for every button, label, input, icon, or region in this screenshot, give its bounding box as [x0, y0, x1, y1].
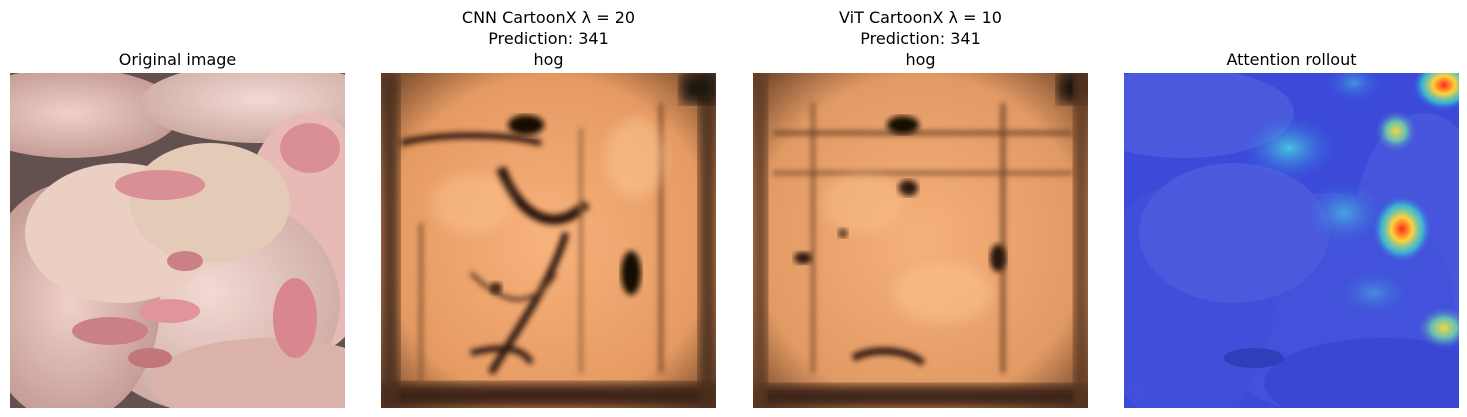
original-image	[10, 73, 345, 408]
pigs-photo	[10, 73, 345, 408]
attention-heatmap	[1124, 73, 1459, 408]
panel-title: Original image	[10, 49, 345, 70]
title-line: ViT CartoonX λ = 10	[839, 8, 1002, 27]
panel-cnn-cartoonx: CNN CartoonX λ = 20 Prediction: 341 hog	[381, 0, 716, 417]
title-line: Attention rollout	[1226, 50, 1357, 69]
panel-vit-cartoonx: ViT CartoonX λ = 10 Prediction: 341 hog	[753, 0, 1088, 417]
cartoon-mask	[381, 73, 716, 408]
title-line: hog	[533, 50, 564, 69]
panel-attention-rollout: Attention rollout	[1124, 0, 1459, 417]
cnn-cartoonx-image	[381, 73, 716, 408]
vit-cartoonx-image	[753, 73, 1088, 408]
panel-title: ViT CartoonX λ = 10 Prediction: 341 hog	[753, 7, 1088, 70]
panel-original: Original image	[10, 0, 345, 417]
panel-title: CNN CartoonX λ = 20 Prediction: 341 hog	[381, 7, 716, 70]
title-line: Prediction: 341	[860, 29, 981, 48]
cartoon-mask	[753, 73, 1088, 408]
panel-title: Attention rollout	[1124, 49, 1459, 70]
attention-rollout-image	[1124, 73, 1459, 408]
title-line: hog	[905, 50, 936, 69]
title-line: Prediction: 341	[488, 29, 609, 48]
title-line: CNN CartoonX λ = 20	[461, 8, 636, 27]
title-line: Original image	[118, 50, 237, 69]
